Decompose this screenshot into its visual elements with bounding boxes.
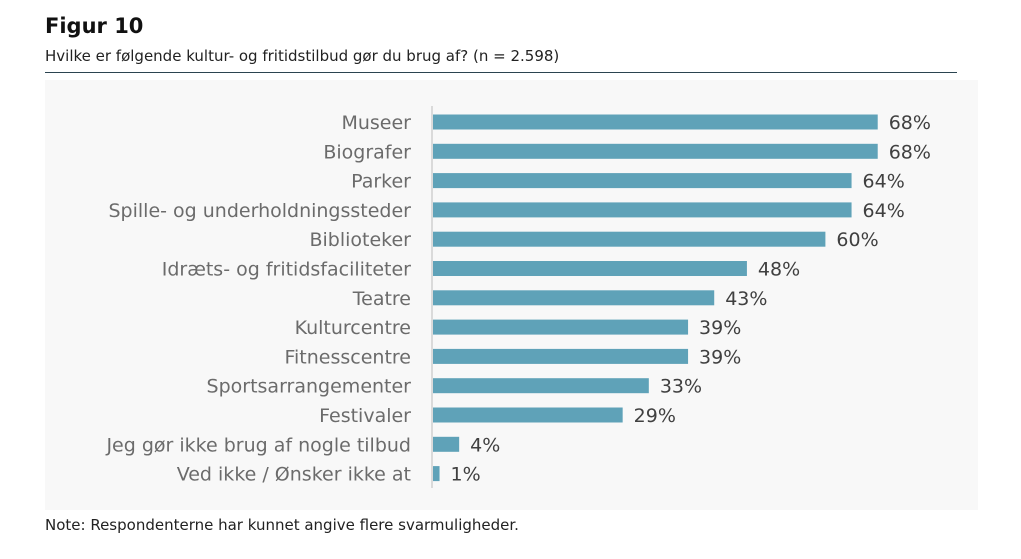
bar — [433, 378, 649, 394]
bar — [433, 231, 826, 247]
figure-subtitle: Hvilke er følgende kultur- og fritidstil… — [45, 47, 560, 65]
category-label: Biografer — [323, 141, 411, 163]
value-label: 29% — [634, 405, 676, 427]
figure-note: Note: Respondenterne har kunnet angive f… — [45, 516, 519, 534]
bar — [433, 114, 878, 130]
value-label: 60% — [836, 229, 878, 251]
bar — [433, 436, 460, 452]
value-label: 68% — [889, 141, 931, 163]
bar — [433, 348, 689, 364]
value-label: 43% — [725, 288, 767, 310]
category-label: Museer — [341, 112, 411, 134]
value-label: 1% — [451, 464, 481, 486]
category-label: Ved ikke / Ønsker ikke at — [177, 464, 411, 486]
bar — [433, 319, 689, 335]
bar — [433, 407, 623, 423]
value-label: 39% — [699, 317, 741, 339]
value-label: 64% — [863, 171, 905, 193]
title-divider — [45, 72, 957, 73]
category-label: Spille- og underholdningssteder — [108, 200, 411, 222]
category-label: Idræts- og fritidsfaciliteter — [162, 259, 411, 281]
bar — [433, 466, 440, 482]
category-label: Festivaler — [319, 405, 411, 427]
bar — [433, 143, 878, 159]
value-label: 33% — [660, 376, 702, 398]
bars-layer: Museer 68% Biografer 68% Parker 64% Spille- og… — [105, 106, 931, 488]
bar — [433, 261, 747, 276]
category-label: Biblioteker — [309, 229, 411, 251]
chart-area: Museer 68% Biografer 68% Parker 64% Spille- og… — [45, 80, 978, 510]
category-label: Parker — [351, 171, 411, 193]
category-label: Teatre — [352, 288, 411, 310]
value-label: 48% — [758, 259, 800, 281]
bar — [433, 173, 852, 189]
value-label: 4% — [470, 434, 500, 456]
category-label: Kulturcentre — [295, 317, 411, 339]
category-label: Fitnesscentre — [284, 346, 411, 368]
bar — [433, 290, 715, 306]
value-label: 68% — [889, 112, 931, 134]
category-label: Jeg gør ikke brug af nogle tilbud — [105, 434, 411, 456]
category-label: Sportsarrangementer — [207, 376, 412, 398]
bar-chart: Museer 68% Biografer 68% Parker 64% Spille- og… — [105, 106, 931, 488]
value-label: 39% — [699, 346, 741, 368]
bar — [433, 202, 852, 218]
figure-title: Figur 10 — [45, 14, 144, 38]
value-label: 64% — [863, 200, 905, 222]
